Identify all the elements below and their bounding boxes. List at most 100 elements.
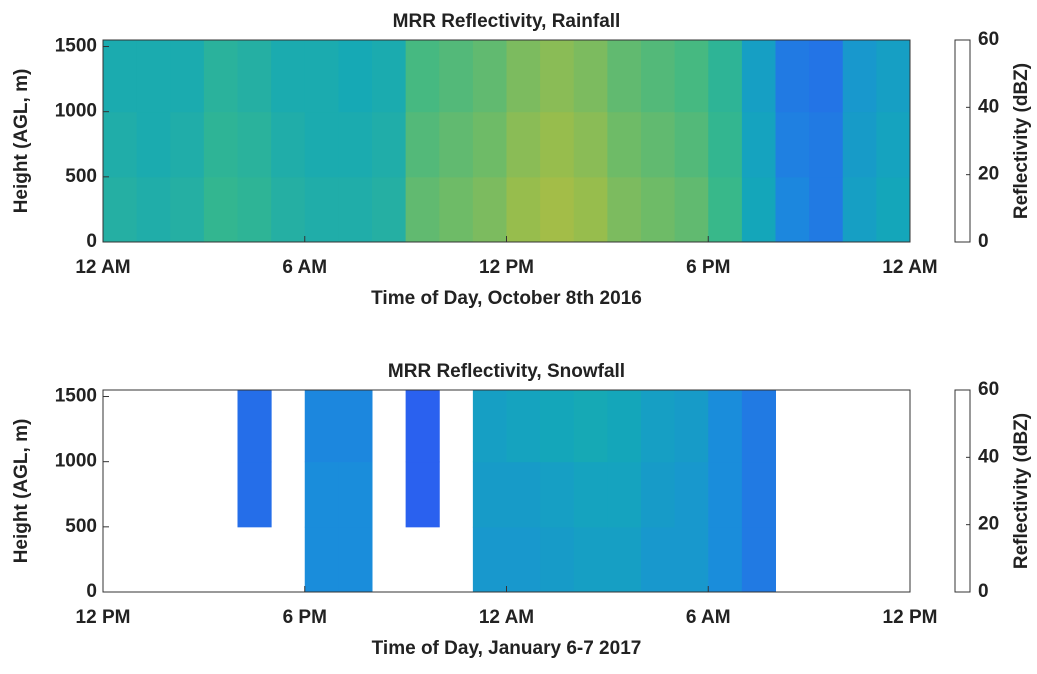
heat-cell: [573, 176, 608, 243]
heat-cell: [674, 111, 709, 178]
heat-cell: [573, 390, 608, 463]
heat-cell: [271, 176, 306, 243]
heat-cell: [573, 526, 608, 593]
heat-cell: [405, 461, 440, 528]
colorbar-tick-label: 0: [978, 231, 989, 252]
heat-cell: [540, 390, 575, 463]
x-tick-label: 12 AM: [75, 257, 130, 278]
heat-cell: [203, 176, 238, 243]
heat-cell: [607, 176, 642, 243]
heat-cell: [674, 526, 709, 593]
heat-cell: [103, 176, 138, 243]
heat-cell: [540, 526, 575, 593]
heat-cell: [775, 176, 810, 243]
heat-cell: [708, 390, 743, 463]
heat-cell: [708, 461, 743, 528]
heat-cell: [876, 40, 911, 113]
colorbar-tick-label: 20: [978, 514, 999, 535]
heat-cell: [304, 40, 339, 113]
heat-cell: [405, 390, 440, 463]
heat-cell: [741, 40, 776, 113]
heat-cell: [607, 461, 642, 528]
heat-cell: [540, 461, 575, 528]
heat-cell: [472, 526, 507, 593]
x-tick-label: 12 AM: [882, 257, 937, 278]
heat-cell: [775, 111, 810, 178]
y-tick-label: 1500: [55, 36, 97, 57]
heat-cell: [472, 390, 507, 463]
heat-cell: [842, 111, 877, 178]
heat-cell: [136, 40, 171, 113]
heat-cell: [170, 176, 205, 243]
heat-cell: [304, 461, 339, 528]
heat-cell: [506, 461, 541, 528]
heat-cell: [741, 461, 776, 528]
heat-cell: [607, 390, 642, 463]
heat-cell: [472, 176, 507, 243]
heat-cell: [372, 176, 407, 243]
x-tick-label: 12 PM: [479, 257, 534, 278]
chart-title: MRR Reflectivity, Rainfall: [393, 11, 621, 32]
heat-cell: [876, 111, 911, 178]
heat-cell: [338, 461, 373, 528]
heat-cell: [338, 390, 373, 463]
x-tick-label: 12 PM: [883, 607, 938, 628]
heat-cell: [641, 526, 676, 593]
heat-cell: [809, 111, 844, 178]
colorbar: [954, 39, 971, 243]
heat-cell: [103, 40, 138, 113]
heat-cell: [405, 176, 440, 243]
heat-cell: [271, 111, 306, 178]
heat-cell: [842, 176, 877, 243]
heat-cell: [506, 176, 541, 243]
colorbar-tick-label: 40: [978, 446, 999, 467]
heat-cell: [540, 176, 575, 243]
heat-cell: [203, 111, 238, 178]
chart-title: MRR Reflectivity, Snowfall: [388, 361, 625, 382]
heat-cell: [607, 40, 642, 113]
x-tick-label: 12 AM: [479, 607, 534, 628]
heat-cell: [775, 40, 810, 113]
heat-cell: [506, 40, 541, 113]
colorbar-tick-label: 0: [978, 581, 989, 602]
heat-cell: [741, 176, 776, 243]
y-tick-label: 0: [86, 581, 97, 602]
y-tick-label: 0: [86, 231, 97, 252]
heat-cell: [540, 111, 575, 178]
heat-cell: [203, 40, 238, 113]
colorbar-tick-label: 60: [978, 29, 999, 50]
heat-cell: [607, 526, 642, 593]
y-tick-label: 1000: [55, 101, 97, 122]
heat-cell: [674, 176, 709, 243]
colorbar-tick-label: 20: [978, 164, 999, 185]
heat-cell: [842, 40, 877, 113]
heat-cell: [237, 40, 272, 113]
x-tick-label: 6 PM: [686, 257, 730, 278]
heat-cell: [237, 390, 272, 463]
y-tick-label: 1500: [55, 386, 97, 407]
heat-cell: [472, 461, 507, 528]
x-axis-label: Time of Day, October 8th 2016: [371, 288, 642, 309]
heat-cell: [304, 176, 339, 243]
heat-cell: [573, 40, 608, 113]
heat-cell: [809, 40, 844, 113]
heat-cell: [170, 111, 205, 178]
heat-cell: [641, 461, 676, 528]
heat-cell: [136, 111, 171, 178]
heat-cell: [506, 526, 541, 593]
heat-cell: [708, 176, 743, 243]
heat-cell: [372, 40, 407, 113]
x-axis-label: Time of Day, January 6-7 2017: [372, 638, 642, 659]
heat-cell: [372, 111, 407, 178]
heat-cell: [439, 176, 474, 243]
heat-cell: [271, 40, 306, 113]
heat-cell: [405, 40, 440, 113]
heat-cell: [472, 40, 507, 113]
heat-cell: [708, 526, 743, 593]
colorbar: [954, 389, 971, 593]
heat-cell: [674, 461, 709, 528]
heat-cell: [103, 111, 138, 178]
heat-cell: [573, 111, 608, 178]
heat-cell: [573, 461, 608, 528]
heat-cell: [741, 390, 776, 463]
